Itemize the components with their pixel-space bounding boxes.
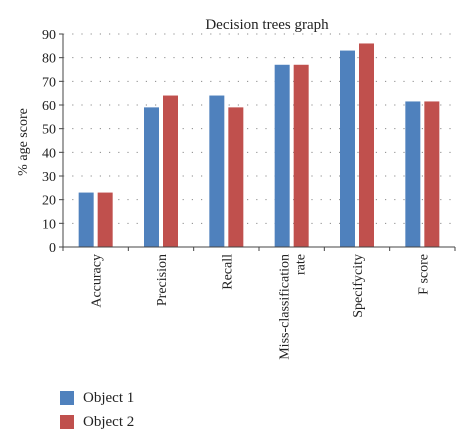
bars — [78, 43, 440, 248]
bar-object-1-accuracy — [78, 192, 94, 247]
x-tick-label: Miss-classificationrate — [278, 254, 309, 360]
legend: Object 1 Object 2 — [60, 386, 134, 434]
bar-object-2-f-score — [424, 101, 440, 247]
legend-item-object-1: Object 1 — [60, 386, 134, 410]
y-tick-label: 20 — [42, 194, 56, 209]
x-tick-label: Specifycity — [351, 254, 366, 318]
y-tick-label: 70 — [42, 75, 56, 90]
x-tick-label: Recall — [220, 254, 235, 290]
legend-label-object-2: Object 2 — [83, 413, 135, 430]
x-tick-label: Precision — [155, 254, 170, 306]
bar-chart: Decision trees graph % age score 0 10 20 30… — [16, 17, 456, 360]
bar-object-1-precision — [144, 107, 159, 247]
legend-swatch-object-1 — [60, 391, 74, 405]
legend-label-object-1: Object 1 — [83, 389, 135, 406]
bar-object-2-accuracy — [97, 192, 113, 247]
bar-object-2-miss-classification-rate — [293, 64, 309, 248]
y-tick-label: 10 — [42, 217, 56, 232]
gridlines — [63, 33, 455, 224]
legend-swatch-object-2 — [60, 415, 74, 429]
bar-object-2-specifycity — [359, 43, 374, 247]
bar-object-2-precision — [163, 95, 178, 248]
bar-object-2-recall — [228, 107, 244, 247]
y-tick-label: 30 — [42, 170, 56, 185]
y-tick-label: 0 — [49, 241, 56, 256]
y-tick-label: 90 — [42, 28, 56, 43]
legend-item-object-2: Object 2 — [60, 410, 134, 434]
y-tick-label: 80 — [42, 52, 56, 67]
y-tick-label: 60 — [42, 99, 56, 114]
y-tick-label: 40 — [42, 146, 56, 161]
bar-object-1-f-score — [405, 101, 421, 247]
chart-title: Decision trees graph — [205, 17, 329, 33]
y-tick-labels: 0 10 20 30 40 50 60 70 80 90 — [42, 28, 56, 256]
x-tick-label: Accuracy — [90, 254, 105, 308]
axes — [59, 33, 456, 251]
x-tick-labels: Accuracy Precision Recall Miss-classificati… — [90, 254, 432, 360]
bar-object-1-recall — [209, 95, 225, 248]
y-axis-label: % age score — [16, 108, 31, 176]
bar-object-1-specifycity — [340, 50, 355, 247]
x-tick-label: F score — [416, 254, 431, 295]
bar-object-1-miss-classification-rate — [274, 64, 290, 248]
y-tick-label: 50 — [42, 123, 56, 138]
